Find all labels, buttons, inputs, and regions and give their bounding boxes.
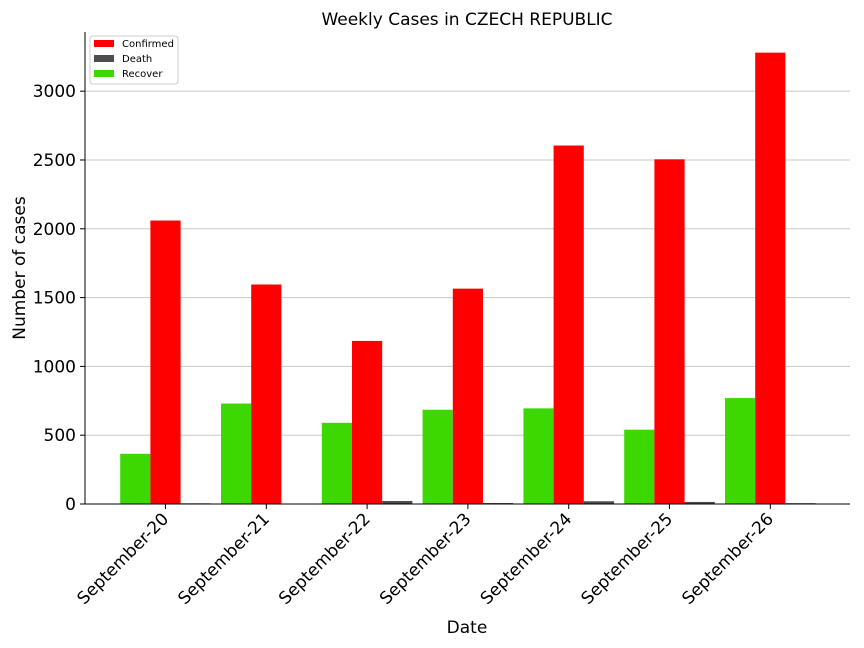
x-tick-label: September-20 [74, 509, 173, 608]
y-tick-label: 2500 [33, 151, 76, 171]
bar-recover [725, 398, 756, 504]
y-ticks: 0 500 1000 1500 2000 2500 3000 [33, 82, 85, 515]
bar-confirmed [755, 52, 786, 505]
legend-swatch [94, 55, 114, 62]
y-tick-label: 0 [65, 495, 76, 515]
bar-recover [422, 409, 453, 504]
bar-death [684, 501, 715, 504]
y-tick-label: 3000 [33, 82, 76, 102]
bar-death [583, 501, 614, 504]
bar-recover [221, 403, 252, 504]
legend: Confirmed Death Recover [89, 35, 179, 85]
y-tick-label: 1000 [33, 357, 76, 377]
legend-swatch [94, 40, 114, 47]
bar-recover [321, 422, 352, 504]
bars [120, 52, 816, 505]
bar-confirmed [352, 340, 383, 504]
legend-label: Recover [122, 69, 163, 80]
x-tick-label: September-25 [578, 509, 677, 608]
x-tick-label: September-23 [376, 509, 475, 608]
bar-recover [120, 453, 151, 504]
y-tick-label: 2000 [33, 220, 76, 240]
x-tick-label: September-21 [174, 509, 273, 608]
y-tick-label: 500 [44, 426, 76, 446]
legend-label: Death [122, 54, 152, 65]
bar-recover [523, 408, 554, 504]
bar-confirmed [654, 159, 685, 504]
x-tick-label: September-26 [678, 509, 777, 608]
bar-confirmed [251, 284, 282, 504]
y-tick-label: 1500 [33, 289, 76, 309]
y-axis-label: Number of cases [10, 196, 30, 340]
x-tick-label: September-22 [275, 509, 374, 608]
chart-title: Weekly Cases in CZECH REPUBLIC [321, 10, 612, 30]
x-axis-label: Date [447, 618, 488, 638]
x-tick-label: September-24 [477, 509, 576, 608]
bar-death [382, 500, 413, 504]
bar-confirmed [150, 220, 181, 504]
bar-recover [624, 429, 655, 504]
legend-swatch [94, 70, 114, 77]
legend-label: Confirmed [122, 39, 174, 50]
bar-confirmed [553, 145, 584, 504]
x-ticks: September-20 September-21 September-22 Sept… [74, 504, 778, 609]
bar-confirmed [452, 288, 483, 504]
